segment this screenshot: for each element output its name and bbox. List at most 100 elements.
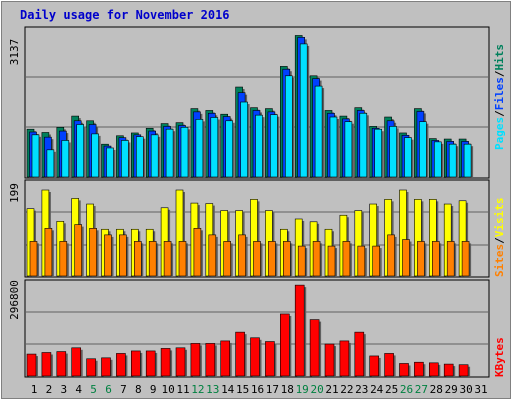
bar-pages-day-21 [329, 116, 338, 178]
bar-pages-day-1 [31, 134, 40, 178]
bar-kbytes-day-29 [443, 363, 454, 377]
legend-sites: Sites [493, 244, 506, 277]
bar-kbytes-day-17 [265, 341, 275, 377]
bar-pages-day-4 [76, 124, 84, 178]
day-label-25: 25 [385, 383, 398, 396]
bar-pages-day-27 [419, 121, 427, 178]
bar-sites-day-9 [148, 241, 157, 277]
day-label-23: 23 [355, 383, 368, 396]
day-label-28: 28 [430, 383, 443, 396]
bar-pages-day-8 [136, 136, 144, 178]
legend-files: Files [493, 77, 506, 110]
bar-sites-day-11 [178, 241, 187, 277]
bar-pages-day-16 [255, 114, 263, 178]
bar-sites-day-20 [312, 241, 321, 277]
bar-kbytes-day-14 [220, 340, 230, 377]
day-label-31: 31 [474, 383, 487, 396]
day-label-30: 30 [459, 383, 472, 396]
day-label-6: 6 [105, 383, 112, 396]
bar-sites-day-12 [193, 228, 202, 277]
bar-pages-day-6 [106, 147, 114, 178]
bar-sites-day-5 [89, 228, 97, 277]
day-label-12: 12 [191, 383, 204, 396]
bar-kbytes-day-20 [309, 319, 320, 377]
bar-pages-day-29 [448, 143, 457, 178]
day-label-17: 17 [266, 383, 279, 396]
bar-sites-day-15 [238, 234, 246, 277]
day-label-24: 24 [370, 383, 384, 396]
bar-sites-day-27 [417, 241, 425, 277]
legend-visits: Visits [493, 198, 506, 238]
legend-panel1: Pages/Files/Hits [493, 44, 506, 150]
bar-sites-day-30 [461, 241, 470, 277]
day-label-5: 5 [90, 383, 97, 396]
day-label-16: 16 [251, 383, 264, 396]
day-label-10: 10 [161, 383, 174, 396]
bar-kbytes-day-2 [41, 352, 52, 377]
bar-pages-day-17 [270, 114, 278, 178]
bar-pages-day-20 [314, 85, 323, 178]
bar-sites-day-13 [208, 234, 217, 277]
bar-kbytes-day-25 [384, 353, 394, 377]
bar-sites-day-24 [372, 245, 381, 277]
day-label-14: 14 [221, 383, 235, 396]
day-label-19: 19 [296, 383, 309, 396]
bar-pages-day-30 [463, 143, 472, 178]
day-label-26: 26 [400, 383, 413, 396]
bar-pages-day-15 [240, 101, 248, 178]
bar-kbytes-day-15 [235, 331, 245, 377]
bar-pages-day-13 [210, 117, 219, 178]
bar-pages-day-9 [150, 134, 159, 178]
legend-panel2: Sites/Visits [493, 198, 506, 278]
day-label-4: 4 [75, 383, 82, 396]
bar-pages-day-11 [180, 127, 189, 178]
bar-kbytes-day-23 [354, 331, 365, 377]
bar-sites-day-26 [402, 239, 410, 277]
bar-sites-day-29 [446, 241, 455, 277]
bar-kbytes-day-27 [414, 361, 424, 377]
day-label-21: 21 [325, 383, 338, 396]
day-labels: 1 2 3 4 5 6 7 8 9 10 11 12 13 14 15 16 17 18 19 20 21 22 23 24 2… [31, 383, 488, 396]
bar-sites-day-2 [44, 228, 53, 277]
bar-kbytes-day-4 [71, 347, 81, 377]
bar-pages-day-28 [433, 141, 442, 178]
bar-sites-day-14 [223, 241, 231, 277]
bar-kbytes-day-8 [131, 350, 141, 377]
bar-sites-day-23 [357, 245, 366, 277]
bar-kbytes-day-28 [428, 362, 439, 377]
bar-kbytes-day-5 [86, 358, 96, 377]
bar-kbytes-day-6 [101, 357, 111, 377]
bar-pages-day-12 [195, 119, 204, 178]
bars [26, 35, 474, 378]
bar-pages-day-14 [225, 120, 233, 178]
bar-kbytes-day-3 [56, 351, 67, 377]
bar-pages-day-5 [91, 133, 99, 178]
bar-kbytes-day-24 [369, 355, 380, 377]
legend-kbytes: KBytes [493, 337, 506, 377]
chart-title: Daily usage for November 2016 [20, 8, 230, 22]
bar-sites-day-6 [104, 234, 112, 277]
bar-kbytes-day-13 [205, 343, 216, 377]
bar-sites-day-22 [342, 241, 351, 277]
legend-pages: Pages [493, 117, 506, 150]
bar-kbytes-day-10 [160, 348, 171, 377]
bar-sites-day-25 [387, 234, 395, 277]
bar-pages-day-26 [404, 137, 412, 178]
legend-hits: Hits [493, 44, 506, 71]
bar-sites-day-21 [327, 245, 336, 277]
bar-sites-day-18 [282, 241, 291, 277]
day-label-18: 18 [281, 383, 294, 396]
panel1-max-label: 3137 [8, 39, 21, 66]
bar-pages-day-19 [299, 43, 308, 178]
bar-pages-day-2 [46, 149, 55, 178]
bar-sites-day-28 [431, 241, 440, 277]
day-label-13: 13 [206, 383, 219, 396]
bar-kbytes-day-9 [145, 350, 156, 377]
bar-sites-day-19 [297, 245, 306, 277]
bar-sites-day-3 [59, 241, 68, 277]
day-label-15: 15 [236, 383, 249, 396]
bar-sites-day-1 [29, 241, 38, 277]
day-label-9: 9 [150, 383, 157, 396]
